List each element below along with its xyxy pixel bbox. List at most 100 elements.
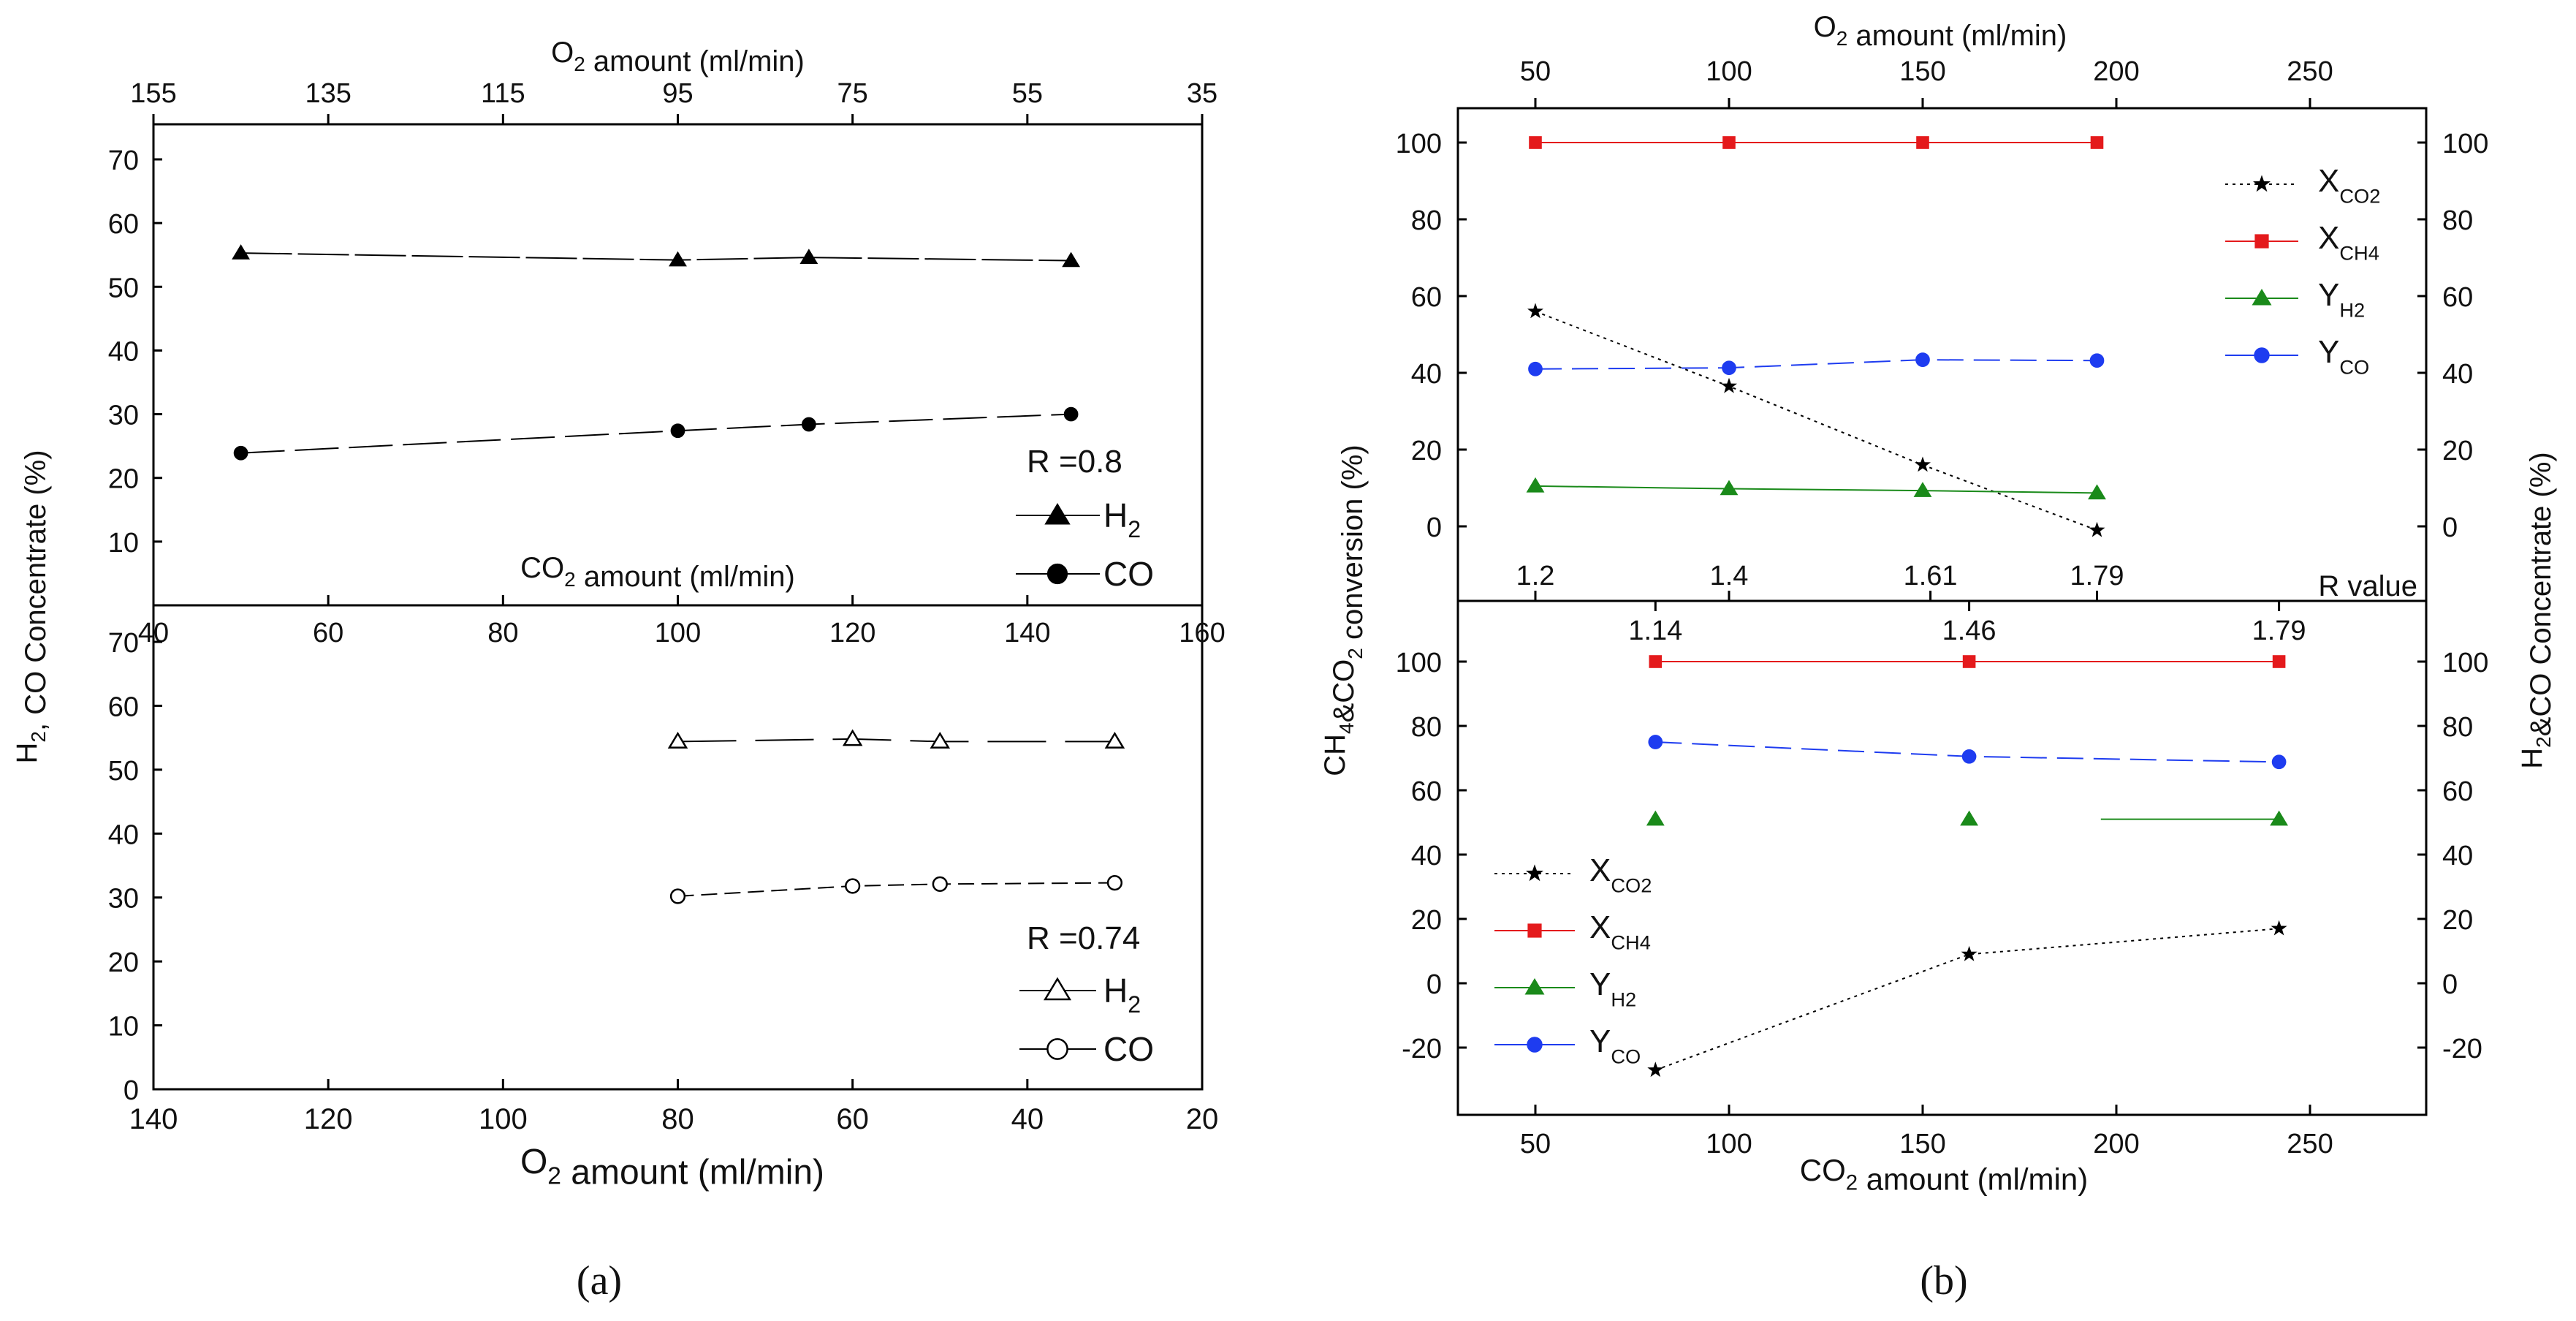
a-lower-point-H2 (930, 731, 951, 749)
b-lower-point-XCO2 (1961, 945, 1977, 961)
b-lower-ytick-right-label: 40 (2442, 841, 2473, 871)
a-lower-point-H2 (667, 731, 688, 749)
a-upper-point-H2 (1062, 251, 1081, 268)
b-lower-point-XCH4 (2272, 655, 2286, 668)
b-top-xtick-label: 250 (2287, 56, 2333, 87)
a-upper-point-H2 (669, 251, 687, 267)
a-bottom-xtick-label: 100 (479, 1103, 528, 1135)
a-lower-point-CO (932, 876, 948, 892)
b-lower-point-YH2 (1960, 810, 1979, 826)
a-lower-point-CO (669, 888, 686, 904)
a-upper-legend-label-H2: H2 (1103, 496, 1141, 542)
a-upper-ytick-label: 50 (108, 273, 139, 303)
a-bottom-xtick-label: 40 (1011, 1103, 1044, 1135)
a-upper-ytick-label: 30 (108, 401, 139, 431)
b-bottom-xtick-label: 100 (1706, 1129, 1752, 1159)
a-bottom-xtick-label: 120 (304, 1103, 353, 1135)
b-bottom-xtick-label: 50 (1520, 1129, 1551, 1159)
b-upper-ytick-right-label: 40 (2442, 359, 2473, 390)
a-mid-xtick-label: 60 (313, 618, 343, 648)
a-upper-point-H2 (232, 244, 251, 260)
a-upper-line-CO (240, 413, 1071, 454)
b-bottom-axis-title: CO2 amount (ml/min) (1800, 1153, 2088, 1197)
a-lower-point-CO (1106, 875, 1123, 891)
b-upper-line-YCO (1535, 359, 2097, 370)
b-lower-point-YH2 (2270, 810, 2289, 826)
b-lower-legend-label-YH2: YH2 (1589, 966, 1636, 1010)
b-upper-legend-label-YH2: YH2 (2318, 277, 2365, 321)
caption-b: (b) (1920, 1258, 1967, 1303)
b-lower-legend-marker-YCO (1527, 1037, 1543, 1053)
a-mid-xtick-label: 100 (655, 618, 701, 648)
a-lower-legend-label-CO: CO (1103, 1030, 1154, 1068)
b-lower-point-YCO (2271, 754, 2287, 770)
b-bottom-xtick-label: 250 (2287, 1129, 2333, 1159)
a-lower-ytick-label: 60 (108, 692, 139, 722)
a-bottom-xtick-label: 80 (661, 1103, 694, 1135)
a-mid-xtick-label: 40 (138, 618, 169, 648)
a-top-xtick-label: 135 (305, 78, 351, 109)
a-mid-xtick-label: 160 (1179, 618, 1225, 648)
b-lower-ytick-left-label: 0 (1426, 969, 1442, 1000)
b-top-xtick-label: 150 (1899, 56, 1945, 87)
b-upper-ytick-left-label: 20 (1411, 436, 1442, 466)
b-lower-ytick-left-label: 80 (1411, 712, 1442, 743)
b-lower-ytick-right-label: 20 (2442, 905, 2473, 936)
b-lower-legend-label-YCO: YCO (1589, 1023, 1641, 1067)
b-top-xtick-label: 50 (1520, 56, 1551, 87)
b-top-axis-title: O2 amount (ml/min) (1814, 11, 2067, 52)
b-left-y-axis-title: CH4&CO2 conversion (%) (1319, 444, 1369, 776)
b-lower-point-XCO2 (1647, 1061, 1664, 1078)
a-lower-point-CO (845, 878, 861, 894)
a-top-xtick-label: 35 (1187, 78, 1217, 109)
a-top-xtick-label: 75 (837, 78, 868, 109)
a-bottom-xtick-label: 140 (129, 1103, 178, 1135)
a-lower-ytick-label: 50 (108, 756, 139, 787)
a-top-xtick-label: 95 (662, 78, 693, 109)
a-upper-legend-marker-CO (1046, 563, 1068, 585)
b-upper-point-YH2 (1720, 480, 1739, 496)
a-mid-xtick-label: 120 (829, 618, 875, 648)
b-upper-point-XCO2 (1527, 303, 1543, 319)
b-upper-legend-label-XCH4: XCH4 (2318, 220, 2379, 264)
b-lower-point-XCH4 (1962, 655, 1976, 668)
b-upper-ytick-left-label: 40 (1411, 359, 1442, 390)
a-upper-point-CO (802, 417, 816, 432)
b-lower-ytick-right-label: 60 (2442, 776, 2473, 807)
a-top-xtick-label: 55 (1012, 78, 1043, 109)
b-upper-legend-label-XCO2: XCO2 (2318, 163, 2380, 207)
b-top-xtick-label: 200 (2093, 56, 2139, 87)
b-upper-ytick-left-label: 60 (1411, 282, 1442, 313)
a-top-xtick-label: 115 (481, 78, 525, 109)
b-upper-ytick-left-label: 100 (1396, 129, 1442, 159)
b-lower-point-YH2 (1646, 810, 1665, 826)
b-upper-ytick-right-label: 80 (2442, 205, 2473, 236)
a-upper-ytick-label: 70 (108, 145, 139, 176)
a-mid-xtick-label: 80 (487, 618, 518, 648)
a-upper-line-H2 (240, 252, 1071, 262)
b-upper-point-XCO2 (1721, 377, 1737, 393)
b-upper-point-XCH4 (2090, 136, 2104, 149)
b-mid-rtick-lower-label: 1.79 (2252, 616, 2306, 646)
b-upper-point-YCO (2089, 353, 2105, 368)
b-bottom-xtick-label: 150 (1899, 1129, 1945, 1159)
b-upper-point-YH2 (1526, 477, 1545, 493)
b-upper-ytick-right-label: 0 (2442, 512, 2458, 543)
b-upper-legend-marker-YCO (2254, 347, 2270, 363)
a-bottom-axis-title: O2 amount (ml/min) (520, 1143, 824, 1192)
b-lower-point-XCH4 (1649, 655, 1663, 668)
b-lower-point-YCO (1648, 735, 1663, 749)
a-top-axis-title: O2 amount (ml/min) (551, 37, 805, 77)
b-upper-point-XCH4 (1529, 136, 1542, 149)
b-upper-ytick-left-label: 0 (1426, 512, 1442, 543)
b-top-xtick-label: 100 (1706, 56, 1752, 87)
b-upper-point-XCH4 (1722, 136, 1736, 149)
a-mid-axis-title: CO2 amount (ml/min) (520, 552, 795, 593)
a-upper-point-CO (233, 445, 248, 461)
a-upper-ytick-label: 20 (108, 464, 139, 495)
b-lower-legend-marker-XCO2 (1526, 864, 1543, 882)
b-upper-point-YH2 (2088, 484, 2106, 500)
b-upper-point-YCO (1915, 352, 1930, 367)
a-lower-ytick-label: 30 (108, 884, 139, 915)
